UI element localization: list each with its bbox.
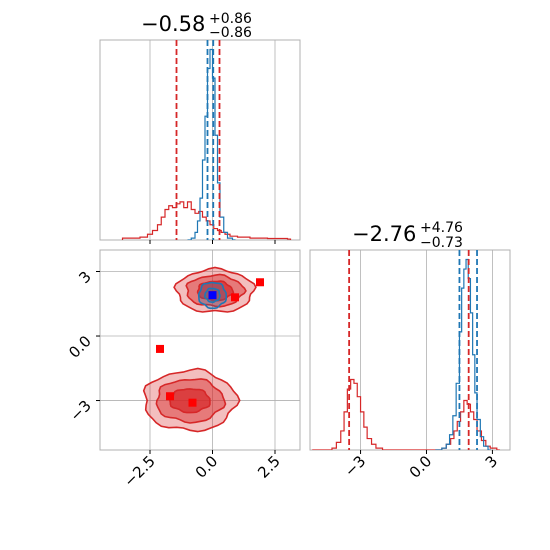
- title-param-1-upper-error: +0.86: [209, 11, 252, 27]
- title-param-1: −0.58 +0.86 −0.86: [141, 11, 252, 41]
- marginal-2-hist-1: [435, 258, 492, 450]
- joint-blue-marker: [208, 291, 217, 300]
- joint-red-marker-1: [231, 293, 239, 302]
- marginal-2-xtick-label-1: 0.0: [406, 452, 436, 482]
- marginal-2-xtick-label-2: 3: [482, 452, 501, 471]
- title-param-2-upper-error: +4.76: [420, 220, 463, 236]
- joint-ytick-label-0: −3: [66, 397, 94, 425]
- joint-xtick-label-1: 0.0: [192, 452, 222, 482]
- joint-ytick-label-1: 0.0: [65, 332, 95, 362]
- joint-panel: −2.5 0.0 2.5 −3 0.0 3: [65, 249, 301, 491]
- title-param-2-lower-error: −0.73: [420, 235, 463, 251]
- joint-plot-area: [142, 266, 264, 433]
- title-param-2: −2.76 +4.76 −0.73: [352, 220, 463, 251]
- joint-red-marker-2: [156, 344, 164, 353]
- joint-frame: [99, 249, 301, 451]
- marginal-panel-param-1: [99, 39, 301, 244]
- title-param-1-value: −0.58: [141, 12, 205, 36]
- marginal-2-hist-0: [312, 378, 500, 450]
- marginal-2-plot-area: [312, 250, 500, 450]
- joint-red-contour-upper_blob-2: [196, 280, 235, 302]
- marginal-2-xtick-label-0: −3: [341, 452, 369, 480]
- marginal-1-frame: [99, 39, 301, 241]
- title-param-2-value: −2.76: [352, 222, 416, 246]
- joint-red-marker-3: [166, 392, 174, 401]
- joint-ytick-label-2: 3: [75, 268, 94, 287]
- marginal-1-hist-0: [121, 201, 292, 240]
- marginal-1-plot-area: [121, 40, 292, 240]
- joint-red-marker-4: [188, 398, 197, 407]
- marginal-1-hist-1: [187, 48, 236, 240]
- joint-xtick-label-0: −2.5: [120, 452, 158, 490]
- title-param-1-lower-error: −0.86: [209, 25, 252, 41]
- marginal-panel-param-2: −3 0.0 3: [309, 249, 511, 482]
- joint-xtick-label-2: 2.5: [254, 452, 284, 482]
- joint-red-marker-0: [256, 278, 264, 287]
